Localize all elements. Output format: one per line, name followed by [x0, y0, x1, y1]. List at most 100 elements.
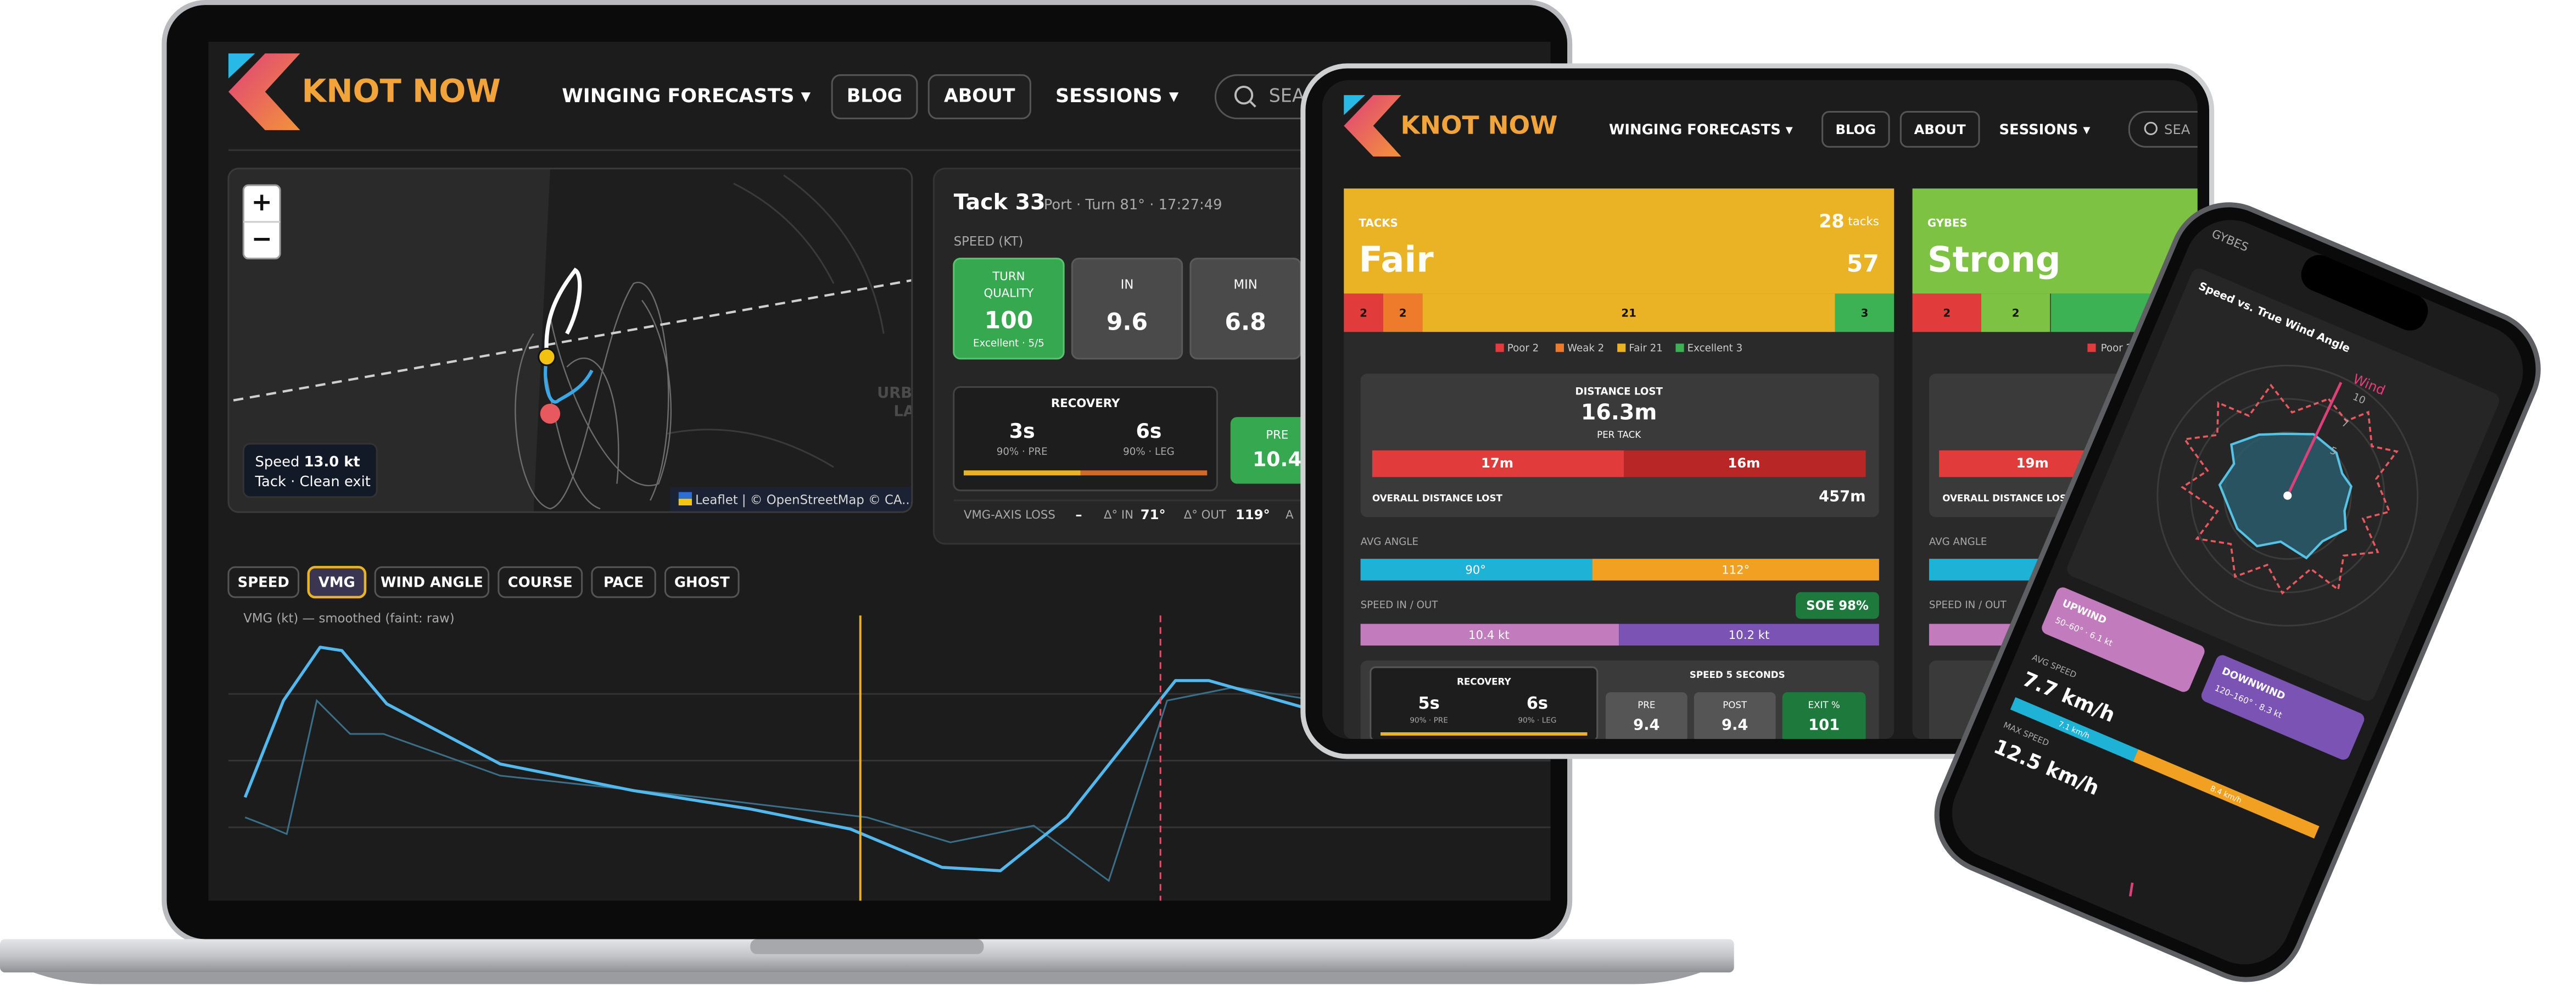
notch: [2301, 255, 2428, 331]
recovery-box: [953, 386, 1218, 492]
quality-card: [953, 258, 1065, 360]
tab-label[interactable]: VMG: [318, 575, 355, 591]
nav-button[interactable]: [1821, 110, 1890, 148]
stat-value: 119°: [1236, 507, 1270, 522]
polar-center: [2283, 491, 2292, 500]
stat-card: [1071, 258, 1183, 360]
card-label: PRE: [1266, 428, 1288, 442]
card-value: 9.4: [1633, 716, 1659, 733]
nav-link[interactable]: SESSIONS ▾: [1999, 121, 2090, 138]
laptop-screen: KNOT NOW WINGING FORECASTS ▾ BLOG ABOUT …: [208, 41, 1551, 901]
speed-bar: [2010, 697, 2138, 762]
distance-bar: [1624, 450, 1866, 477]
recovery-note: 90% · PRE: [997, 446, 1048, 458]
tab-label[interactable]: SPEED: [238, 575, 289, 591]
tooltip-label: Speed: [255, 454, 300, 470]
tab-label[interactable]: COURSE: [508, 575, 573, 591]
section-label: AVG ANGLE: [1929, 536, 1987, 548]
stat-card: [1782, 692, 1866, 739]
section-label: SPEED (KT): [954, 235, 1024, 249]
nav-link[interactable]: BLOG: [847, 85, 902, 107]
search-icon: [1234, 85, 1254, 105]
zoom-out[interactable]: −: [252, 224, 272, 253]
nav-link[interactable]: WINGING FORECASTS ▾: [1609, 121, 1793, 138]
tab[interactable]: [591, 566, 656, 598]
tab-label[interactable]: WIND ANGLE: [381, 575, 483, 591]
segment: [1383, 293, 1423, 332]
tacks-header: [1344, 188, 1895, 294]
map-roads: [667, 174, 885, 468]
logo-text: KNOT NOW: [302, 73, 501, 110]
tab[interactable]: [307, 566, 367, 599]
overall-label: OVERALL DISTANCE LOST: [1942, 493, 2073, 503]
laptop: KNOT NOW WINGING FORECASTS ▾ BLOG ABOUT …: [0, 0, 1734, 984]
tab[interactable]: [227, 566, 300, 598]
downwind-card: [2201, 655, 2365, 760]
card-note: Excellent · 5/5: [973, 338, 1044, 349]
segment: [1912, 293, 1981, 332]
segment: [1835, 293, 1895, 332]
flag: [678, 498, 692, 506]
card-label: POST: [1723, 700, 1747, 710]
nav-link[interactable]: SESSIONS ▾: [1055, 85, 1179, 107]
bar-label: 90°: [1465, 563, 1486, 577]
stat-card: [1694, 692, 1776, 739]
score: 57: [1847, 251, 1879, 277]
map-sector: [533, 168, 912, 513]
recovery-value: 3s: [1009, 419, 1035, 443]
phone: GYBES Speed vs. True Wind Angle Wind 10 …: [1934, 202, 2541, 982]
segment: [1344, 293, 1383, 332]
search-box[interactable]: [2128, 110, 2229, 148]
tab[interactable]: [498, 566, 583, 598]
nav-button[interactable]: [927, 74, 1031, 120]
nav-link[interactable]: BLOG: [1836, 121, 1876, 137]
nav-link[interactable]: WINGING FORECASTS ▾: [562, 85, 811, 107]
bar-label: 16m: [1728, 455, 1760, 471]
recovery-note: 90% · LEG: [1518, 716, 1556, 725]
bar-label: 10.4 kt: [1468, 628, 1510, 642]
tab[interactable]: [664, 566, 740, 598]
nav-button[interactable]: [1899, 110, 1980, 148]
rating: Fair: [1359, 240, 1434, 280]
card-label: EXIT %: [1808, 700, 1840, 710]
count: 28 tacks: [1819, 210, 1879, 231]
stat-label: Δ° IN: [1104, 508, 1133, 522]
flag: [678, 492, 692, 499]
nav-button[interactable]: [831, 74, 918, 120]
angle-bar: [1592, 559, 1879, 581]
map-attribution[interactable]: Leaflet | © OpenStreetMap © CA...: [695, 493, 914, 507]
zoom-in[interactable]: +: [252, 187, 272, 216]
section-label: AVG ANGLE: [1361, 536, 1418, 548]
nav-link[interactable]: ABOUT: [944, 85, 1015, 107]
recovery-bar: [1381, 732, 1588, 736]
map-frame: [227, 168, 913, 513]
logo-text: KNOT NOW: [1400, 110, 1557, 140]
speed-bar: [1360, 624, 1619, 646]
legend-swatch: [1555, 343, 1564, 352]
speed-tooltip: [242, 443, 378, 498]
search-icon: [2144, 121, 2158, 135]
card-value: 9.4: [1722, 716, 1748, 733]
map-tracks: [515, 281, 672, 510]
distance-unit: PER TACK: [1597, 430, 1641, 440]
recovery-value: 6s: [1527, 694, 1548, 713]
tab-label[interactable]: GHOST: [674, 575, 730, 591]
box-title: DISTANCE LOST: [1575, 386, 1663, 398]
legend-label: Poor 2: [1507, 343, 1539, 354]
tab-label[interactable]: PACE: [604, 575, 644, 591]
wind-axis: [233, 279, 912, 402]
nav-link[interactable]: ABOUT: [1914, 121, 1966, 137]
stat-value: –: [1075, 507, 1082, 522]
section-label: SPEED IN / OUT: [1361, 599, 1439, 611]
segment-label: 21: [1621, 307, 1636, 319]
chart-caption: VMG (kt) — smoothed (faint: raw): [243, 611, 454, 626]
tab[interactable]: [374, 566, 490, 598]
card-kicker: GYBES: [1927, 216, 1968, 229]
segment-label: 2: [1360, 307, 1367, 319]
tooltip-value: 13.0 kt: [304, 454, 360, 470]
recovery-bar: [1080, 470, 1208, 476]
card-label: IN: [1121, 278, 1134, 292]
